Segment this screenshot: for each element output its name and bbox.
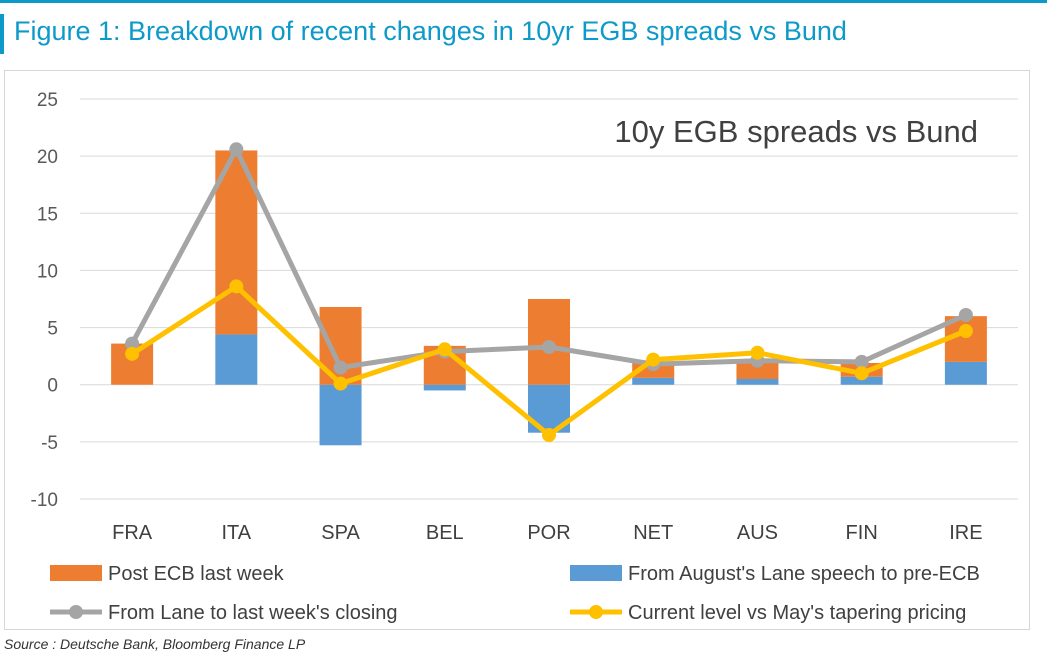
bar-august-lane — [736, 379, 779, 385]
legend-label: From Lane to last week's closing — [108, 602, 398, 624]
bar-august-lane — [944, 361, 987, 385]
x-tick-label: BEL — [426, 522, 464, 544]
y-tick-label: -10 — [31, 490, 58, 511]
y-tick-label: -5 — [41, 433, 58, 454]
line-current-vs-may-point — [542, 428, 556, 442]
y-tick-label: 25 — [37, 90, 58, 111]
y-tick-label: 10 — [37, 261, 58, 282]
x-tick-label: IRE — [949, 522, 982, 544]
x-tick-label: FRA — [112, 522, 153, 544]
legend-swatch — [50, 565, 102, 581]
source-note: Source : Deutsche Bank, Bloomberg Financ… — [4, 636, 306, 652]
legend-label: Current level vs May's tapering pricing — [628, 602, 966, 624]
line-lane-to-close-point — [229, 142, 244, 157]
bar-august-lane — [632, 377, 675, 385]
bar-post-ecb — [736, 363, 779, 379]
line-lane-to-close-point — [333, 360, 348, 375]
line-current-vs-may-point — [958, 324, 973, 338]
x-tick-label: SPA — [321, 522, 360, 544]
legend-swatch — [570, 565, 622, 581]
line-current-vs-may-point — [437, 342, 452, 357]
bar-august-lane — [840, 376, 883, 385]
bar-august-lane — [423, 384, 466, 391]
legend-swatch-marker — [69, 605, 83, 619]
line-lane-to-close-point — [854, 354, 869, 369]
line-current-vs-may-point — [229, 279, 244, 294]
line-lane-to-close-point — [542, 340, 556, 354]
legend-label: Post ECB last week — [108, 563, 285, 585]
y-tick-label: 0 — [47, 376, 58, 397]
line-current-vs-may-point — [854, 366, 869, 381]
x-tick-label: FIN — [846, 522, 878, 544]
line-lane-to-close-point — [958, 308, 973, 322]
bar-august-lane — [215, 334, 258, 385]
line-lane-to-close-point — [125, 336, 140, 351]
x-tick-label: ITA — [222, 522, 252, 544]
y-tick-label: 15 — [37, 204, 58, 225]
line-current-vs-may-point — [125, 346, 140, 361]
bar-august-lane — [319, 384, 362, 446]
x-tick-label: NET — [633, 522, 673, 544]
chart-title: 10y EGB spreads vs Bund — [614, 114, 978, 149]
y-tick-label: 5 — [47, 319, 58, 340]
x-tick-label: AUS — [737, 522, 778, 544]
line-current-vs-may-point — [333, 376, 348, 391]
legend-label: From August's Lane speech to pre-ECB — [628, 563, 980, 585]
top-accent-rule — [0, 0, 1047, 3]
y-tick-label: 20 — [37, 147, 58, 168]
line-current-vs-may-point — [646, 352, 661, 367]
line-current-vs-may-point — [750, 345, 765, 360]
figure-title: Figure 1: Breakdown of recent changes in… — [14, 16, 847, 46]
x-tick-label: POR — [527, 522, 570, 544]
figure-title-bar: Figure 1: Breakdown of recent changes in… — [0, 14, 1047, 54]
legend-swatch-marker — [589, 605, 603, 619]
